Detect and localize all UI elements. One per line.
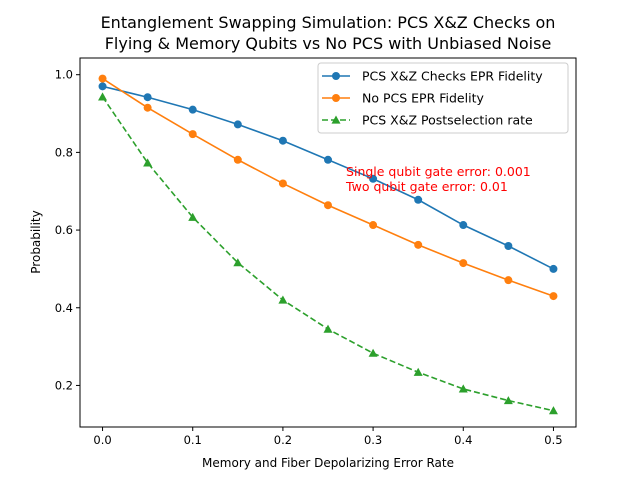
data-point	[323, 324, 333, 333]
data-point	[459, 221, 468, 230]
data-point	[98, 74, 107, 83]
x-tick-label: 0.3	[364, 433, 382, 447]
y-axis: 0.2 0.4 0.6 0.8 1.0	[55, 68, 80, 392]
data-point	[414, 195, 423, 204]
legend-swatch-marker	[332, 72, 340, 80]
data-point	[233, 155, 242, 164]
data-point	[548, 406, 558, 415]
annotation-text: Two qubit gate error: 0.01	[345, 179, 508, 194]
series-2	[98, 74, 558, 301]
chart-title-line-1: Entanglement Swapping Simulation: PCS X&…	[101, 13, 556, 32]
data-point	[459, 259, 468, 268]
series-layer	[98, 74, 558, 415]
legend-label: PCS X&Z Checks EPR Fidelity	[362, 69, 543, 84]
y-tick-label: 0.6	[55, 223, 73, 237]
data-point	[98, 82, 107, 91]
legend: PCS X&Z Checks EPR Fidelity No PCS EPR Fi…	[317, 62, 569, 134]
x-tick-label: 0.0	[93, 433, 111, 447]
x-tick-label: 0.5	[544, 433, 562, 447]
y-tick-label: 1.0	[55, 68, 73, 82]
legend-swatch-marker	[332, 94, 340, 102]
y-axis-label: Probability	[29, 210, 43, 273]
data-point	[278, 136, 287, 145]
x-axis-label: Memory and Fiber Depolarizing Error Rate	[202, 456, 454, 470]
data-point	[278, 179, 287, 188]
x-axis: 0.0 0.1 0.2 0.3 0.4 0.5	[93, 427, 563, 447]
chart-title-line-2: Flying & Memory Qubits vs No PCS with Un…	[105, 34, 552, 53]
x-tick-label: 0.4	[454, 433, 472, 447]
data-point	[549, 292, 558, 301]
legend-box	[317, 62, 569, 134]
legend-label: PCS X&Z Postselection rate	[362, 113, 533, 128]
data-point	[369, 221, 378, 230]
data-point	[188, 212, 198, 221]
series-3	[98, 92, 558, 415]
data-point	[324, 201, 332, 210]
plot-frame	[79, 57, 577, 428]
legend-swatch-marker	[331, 115, 341, 124]
legend-entry: PCS X&Z Postselection rate	[322, 113, 533, 128]
data-point	[233, 258, 243, 267]
data-point	[143, 158, 153, 167]
legend-label: No PCS EPR Fidelity	[362, 91, 484, 106]
y-tick-label: 0.8	[55, 145, 73, 159]
series-1	[98, 82, 558, 273]
data-point	[188, 130, 197, 139]
data-point	[233, 120, 242, 129]
legend-entry: No PCS EPR Fidelity	[322, 91, 484, 106]
data-point	[369, 174, 378, 183]
data-point	[503, 396, 513, 405]
data-point	[278, 295, 288, 304]
data-point	[413, 367, 423, 376]
data-point	[188, 105, 197, 114]
data-point	[504, 241, 513, 250]
legend-entry: PCS X&Z Checks EPR Fidelity	[322, 69, 543, 84]
data-point	[368, 348, 378, 357]
data-point	[98, 92, 108, 101]
data-point	[458, 384, 468, 393]
legend-items: PCS X&Z Checks EPR Fidelity No PCS EPR Fi…	[322, 69, 543, 128]
data-point	[143, 93, 152, 102]
annotation-text: Single qubit gate error: 0.001	[346, 164, 531, 179]
data-point	[143, 103, 152, 112]
x-tick-label: 0.2	[274, 433, 292, 447]
y-tick-label: 0.2	[55, 378, 73, 392]
data-point	[504, 276, 513, 285]
data-point	[324, 155, 332, 164]
y-tick-label: 0.4	[55, 301, 73, 315]
data-point	[549, 264, 558, 273]
data-point	[414, 240, 423, 249]
x-tick-label: 0.1	[184, 433, 202, 447]
